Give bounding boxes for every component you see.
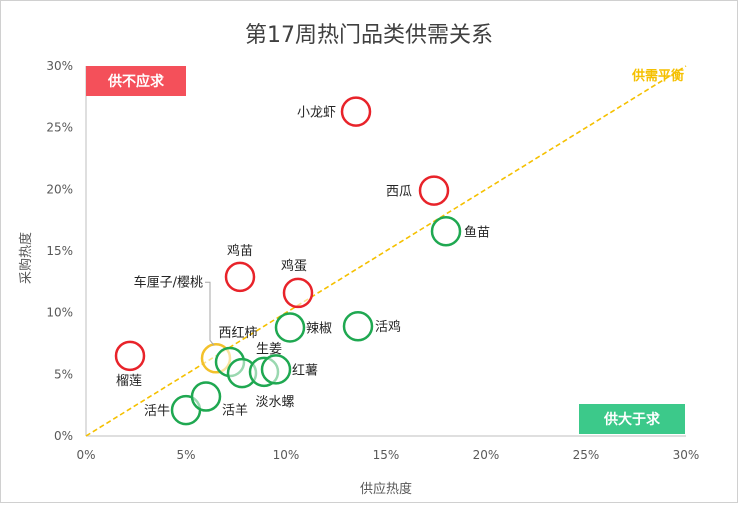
quadrant-label-surplus-text: 供大于求 bbox=[603, 411, 661, 428]
point-label: 生姜 bbox=[256, 342, 282, 357]
balance-line-label: 供需平衡 bbox=[631, 68, 684, 84]
x-tick-label: 30% bbox=[673, 448, 700, 462]
point-label: 榴莲 bbox=[116, 374, 142, 389]
y-tick-label: 30% bbox=[46, 59, 73, 73]
y-tick-label: 10% bbox=[46, 306, 73, 320]
scatter-point bbox=[274, 312, 306, 343]
quadrant-label-surplus: 供大于求 bbox=[579, 404, 685, 434]
leader-line bbox=[205, 281, 215, 346]
scatter-point bbox=[342, 310, 374, 342]
scatter-point bbox=[340, 96, 372, 127]
point-label: 小龙虾 bbox=[297, 106, 336, 121]
point-label: 西瓜 bbox=[386, 185, 412, 200]
scatter-point bbox=[190, 381, 222, 412]
scatter-point bbox=[430, 216, 462, 247]
y-tick-label: 5% bbox=[54, 367, 73, 381]
quadrant-label-shortage-text: 供不应求 bbox=[107, 73, 165, 90]
point-label: 车厘子/樱桃 bbox=[134, 274, 203, 290]
point-label: 红薯 bbox=[292, 362, 318, 378]
x-tick-label: 20% bbox=[473, 448, 500, 462]
quadrant-label-shortage: 供不应求 bbox=[86, 66, 186, 96]
point-label: 活羊 bbox=[222, 403, 248, 419]
y-tick-label: 0% bbox=[54, 429, 73, 443]
x-tick-label: 25% bbox=[573, 448, 600, 462]
y-tick-label: 15% bbox=[46, 244, 73, 258]
point-label: 鱼苗 bbox=[464, 224, 490, 240]
balance-line bbox=[85, 65, 687, 437]
y-tick-label: 20% bbox=[46, 182, 73, 196]
point-label: 西红柿 bbox=[218, 325, 257, 341]
data-points bbox=[114, 96, 462, 426]
scatter-point bbox=[282, 277, 314, 309]
x-tick-label: 5% bbox=[176, 448, 195, 462]
axes: 0% 5% 10% 15% 20% 25% 30% 0% 5% 10% 15% 20% 25% 30% bbox=[46, 59, 699, 462]
point-label: 淡水螺 bbox=[255, 395, 294, 410]
scatter-point bbox=[224, 261, 256, 293]
point-label: 鸡苗 bbox=[227, 243, 253, 259]
x-tick-label: 10% bbox=[273, 448, 300, 462]
scatter-point bbox=[114, 340, 146, 372]
chart-title: 第17周热门品类供需关系 bbox=[245, 23, 493, 48]
y-axis-title: 采购热度 bbox=[18, 232, 34, 284]
x-tick-label: 15% bbox=[373, 448, 400, 462]
point-label: 辣椒 bbox=[306, 321, 332, 336]
point-label: 活鸡 bbox=[375, 319, 401, 335]
scatter-point bbox=[260, 354, 292, 385]
x-tick-label: 0% bbox=[76, 448, 95, 462]
scatter-point bbox=[418, 175, 450, 206]
point-label: 鸡蛋 bbox=[281, 258, 307, 274]
x-axis-title: 供应热度 bbox=[360, 481, 412, 497]
y-tick-label: 25% bbox=[46, 121, 73, 135]
point-label: 活牛 bbox=[144, 404, 170, 419]
